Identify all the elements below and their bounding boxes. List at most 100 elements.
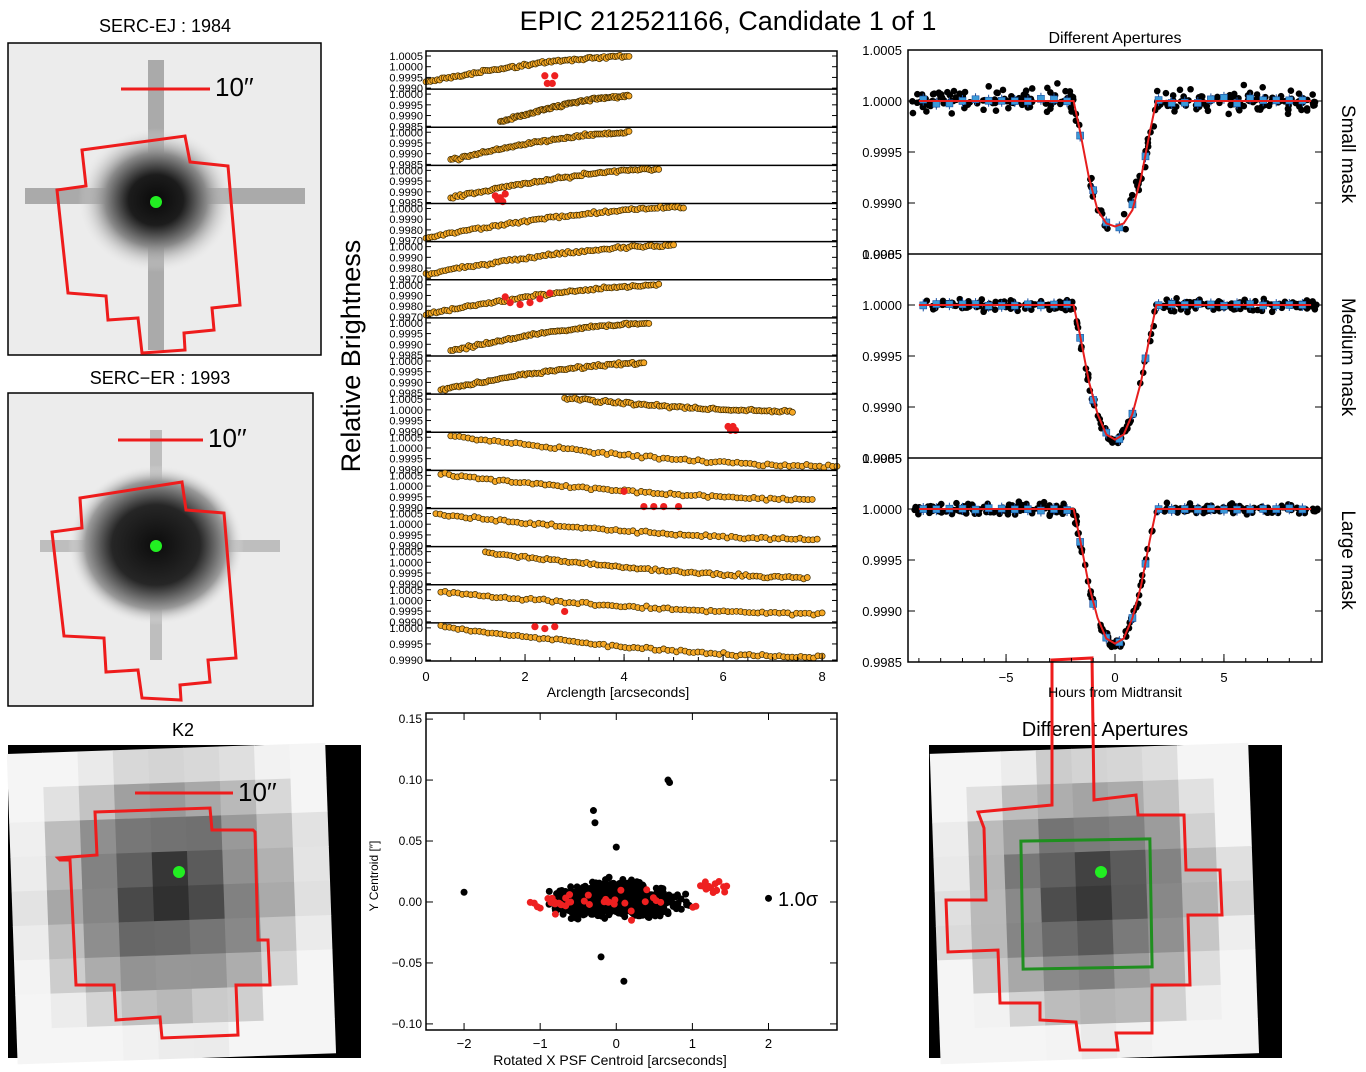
lightcurve-point [961,88,969,96]
image-pixel [1218,914,1256,952]
image-pixel [186,849,225,887]
image-pixel [1036,783,1075,820]
row-tick-label: 1.0000 [389,318,423,330]
image-pixel [298,1018,337,1055]
image-pixel [1000,750,1038,787]
lightcurve-point [1054,80,1061,87]
image-pixel [83,922,121,959]
image-pixel [1073,816,1111,853]
image-pixel [1141,745,1179,782]
image-pixel [939,1027,977,1065]
lightcurve-point [1067,104,1075,112]
row-tick-label: 1.0000 [389,557,423,569]
image-pixel [6,752,44,789]
lightcurve-point [1020,91,1028,98]
target-marker [150,540,162,552]
transit-model [918,304,1312,441]
lightcurve-point [944,88,951,96]
row-tick-label: 0.9980 [389,263,423,275]
centroid-point [765,894,772,902]
image-pixel [256,812,294,850]
image-pixel [51,1026,89,1064]
centroid-point [627,892,635,900]
image-pixel [1108,815,1146,852]
lightcurve-point [1128,191,1136,199]
target-marker [173,866,185,878]
row-tick-label: 1.0005 [389,470,423,482]
image-pixel [191,987,229,1024]
image-pixel [221,814,259,851]
lightcurve-point [1120,210,1128,218]
image-pixel [119,955,158,992]
image-pixel [10,855,48,893]
x-tick-label: 0 [1111,670,1118,685]
row-tick-label: 1.0000 [389,595,423,607]
lightcurve-point [1044,84,1051,92]
image-pixel [1180,847,1218,884]
brightness-point [655,280,663,288]
row-tick-label: 0.9990 [389,579,423,591]
row-tick-label: 0.9970 [389,236,423,248]
lightcurve-point [952,96,960,104]
image-pixel [971,923,1009,960]
image-pixel [1001,784,1039,821]
image-pixel [118,921,156,958]
image-pixel [1039,852,1077,889]
image-pixel [1176,743,1215,781]
mask-label-small: Small mask [1337,105,1358,204]
image-pixel [1151,1020,1189,1057]
image-pixel [1038,817,1076,855]
image-pixel [292,846,331,883]
brightness-outlier [501,190,509,198]
row-tick-label: 0.9995 [389,367,423,379]
x-tick-label: 2 [765,1036,772,1051]
centroid-point [621,913,629,921]
row-tick-label: 1.0005 [389,509,423,521]
image-pixel [1146,882,1184,920]
lightcurve-point [1309,91,1316,98]
image-pixel [1072,782,1110,819]
row-tick-label: 0.9995 [389,639,423,651]
y-tick-label: 0.10 [399,773,423,787]
image-pixel [188,884,226,921]
image-pixel [87,1025,125,1062]
x-tick-label: −2 [457,1036,472,1051]
row-tick-label: 0.9970 [389,312,423,324]
image-pixel [965,751,1003,788]
centroid-outlier [536,904,544,912]
image-pixel [77,750,115,787]
y-tick-label: 1.0005 [862,451,902,466]
image-pixel [9,821,47,858]
centroid-outlier [643,886,651,894]
lightcurve-point [1268,308,1276,316]
image-pixel [263,1019,301,1056]
row-tick-label: 0.9995 [389,606,423,618]
lightcurve-point [1169,92,1177,99]
brightness-point [625,128,633,135]
lightcurve-point [1225,110,1232,118]
row-tick-label: 1.0000 [389,280,423,292]
x-tick-label: 0 [422,669,429,684]
y-tick-label: −0.10 [392,1017,423,1031]
image-pixel [1111,884,1149,921]
centroid-outlier [701,878,709,886]
image-pixel [185,815,223,852]
image-pixel [14,959,52,996]
x-tick-label: 2 [521,669,528,684]
image-pixel [151,851,189,888]
centroid-outlier [723,882,731,890]
lightcurve-point [1198,93,1206,100]
image-pixel [1080,1023,1118,1060]
brightness-point [640,359,648,367]
x-tick-label: 1 [689,1036,696,1051]
image-pixel [84,956,122,994]
lightcurve-point [1176,86,1184,94]
image-pixel [117,886,155,923]
lightcurve-point [1240,81,1248,89]
y-tick-label: 1.0000 [862,298,902,313]
image-pixel [1044,989,1082,1027]
